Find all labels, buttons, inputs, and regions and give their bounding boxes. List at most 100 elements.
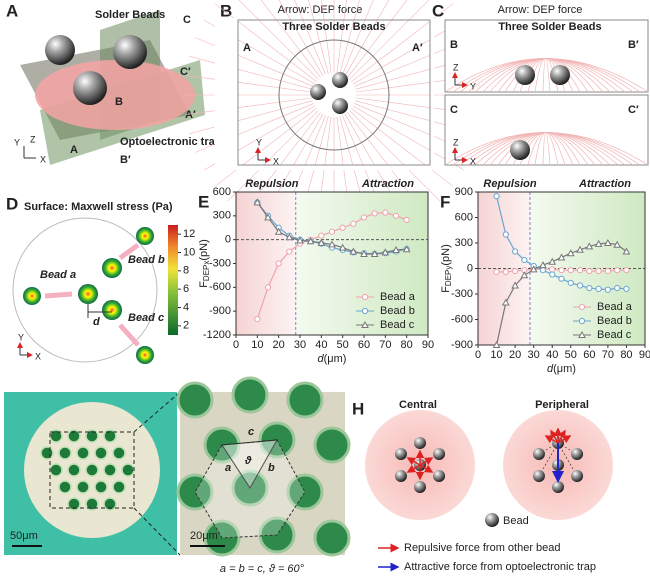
marker bbox=[296, 236, 304, 244]
bead bbox=[102, 258, 122, 278]
x-tick-label: 50 bbox=[337, 339, 349, 351]
field-line bbox=[238, 0, 319, 80]
bead bbox=[112, 446, 126, 460]
text: B bbox=[115, 96, 123, 108]
bead bbox=[571, 470, 584, 482]
text: A bbox=[70, 144, 78, 156]
marker bbox=[623, 267, 630, 274]
bead bbox=[73, 71, 107, 105]
marker bbox=[576, 245, 584, 253]
text: Central bbox=[399, 399, 437, 411]
annotation: Attraction bbox=[578, 178, 631, 190]
text: Solder Beads bbox=[95, 9, 165, 21]
text: Y bbox=[470, 81, 476, 91]
text: A′ bbox=[185, 109, 196, 121]
y-label-unit: (pN) bbox=[440, 244, 452, 265]
marker bbox=[360, 214, 368, 221]
marker bbox=[512, 248, 519, 255]
bead bbox=[394, 448, 407, 460]
bead bbox=[121, 463, 135, 477]
marker bbox=[549, 266, 556, 273]
y-label-main: F bbox=[440, 286, 452, 293]
annotation: Repulsion bbox=[245, 178, 298, 190]
text: X bbox=[35, 351, 41, 361]
marker bbox=[622, 247, 631, 255]
legend-label: Bead b bbox=[597, 315, 632, 327]
bead bbox=[94, 480, 108, 494]
x-label-var: d bbox=[318, 353, 325, 365]
bead bbox=[85, 429, 99, 443]
bead bbox=[45, 35, 75, 65]
x-tick-label: 10 bbox=[490, 349, 502, 361]
marker bbox=[576, 282, 584, 289]
x-tick-label: 80 bbox=[620, 349, 632, 361]
bead bbox=[485, 513, 499, 527]
marker bbox=[614, 284, 621, 292]
marker bbox=[275, 260, 282, 267]
text: Z bbox=[30, 134, 36, 144]
bead bbox=[76, 480, 90, 494]
text: 50μm bbox=[10, 530, 38, 542]
marker bbox=[371, 210, 378, 217]
field-line bbox=[339, 0, 360, 74]
bead bbox=[332, 98, 348, 114]
marker bbox=[586, 284, 593, 292]
bead bbox=[85, 463, 99, 477]
field-line bbox=[349, 0, 430, 80]
bead bbox=[58, 480, 72, 494]
text: X bbox=[273, 156, 279, 166]
marker bbox=[557, 253, 566, 261]
text: D bbox=[6, 194, 18, 213]
x-tick-label: 60 bbox=[583, 349, 595, 361]
field-line bbox=[344, 0, 390, 77]
bead bbox=[414, 437, 426, 449]
bead bbox=[313, 426, 351, 464]
x-tick-label: 20 bbox=[273, 339, 285, 351]
bead bbox=[176, 381, 214, 419]
text: B bbox=[450, 39, 458, 51]
bead bbox=[433, 470, 446, 482]
x-tick-label: 10 bbox=[251, 339, 263, 351]
text: X bbox=[470, 156, 476, 166]
bead bbox=[313, 519, 351, 557]
marker bbox=[254, 316, 261, 323]
text: A bbox=[6, 1, 18, 20]
marker bbox=[567, 279, 574, 287]
colorbar-tick-label: 2 bbox=[183, 320, 189, 332]
x-tick-label: 30 bbox=[294, 339, 306, 351]
text: Y bbox=[256, 137, 262, 147]
marker bbox=[317, 238, 326, 246]
legend-label: Bead a bbox=[380, 291, 416, 303]
text: B′ bbox=[628, 39, 639, 51]
marker bbox=[264, 213, 272, 221]
legend-label: Bead a bbox=[597, 301, 633, 313]
marker bbox=[274, 227, 283, 235]
repulsive-arrow bbox=[544, 435, 559, 444]
marker bbox=[402, 245, 411, 253]
colorbar bbox=[168, 225, 178, 335]
field-line bbox=[260, 0, 321, 78]
field-line bbox=[185, 97, 313, 115]
zoom-box bbox=[49, 431, 135, 509]
text: b bbox=[268, 462, 275, 474]
repulsive-arrow bbox=[557, 429, 566, 444]
y-tick-label: -900 bbox=[209, 305, 231, 317]
bead bbox=[532, 448, 545, 460]
marker bbox=[594, 239, 603, 247]
marker bbox=[585, 242, 594, 250]
text: ϑ bbox=[244, 455, 252, 467]
marker bbox=[529, 265, 538, 273]
colorbar-tick-label: 4 bbox=[183, 301, 189, 313]
text: C bbox=[432, 1, 444, 20]
bead bbox=[510, 140, 530, 160]
marker bbox=[360, 249, 368, 257]
x-label-unit: (μm) bbox=[553, 363, 576, 375]
bead bbox=[58, 446, 72, 460]
bead bbox=[40, 446, 54, 460]
text: Repulsive force from other bead bbox=[404, 542, 561, 554]
frame bbox=[444, 94, 649, 166]
y-tick-label: 900 bbox=[455, 186, 473, 198]
text: B bbox=[220, 1, 232, 20]
text: C′ bbox=[180, 66, 191, 78]
panel-label: E bbox=[198, 192, 209, 211]
